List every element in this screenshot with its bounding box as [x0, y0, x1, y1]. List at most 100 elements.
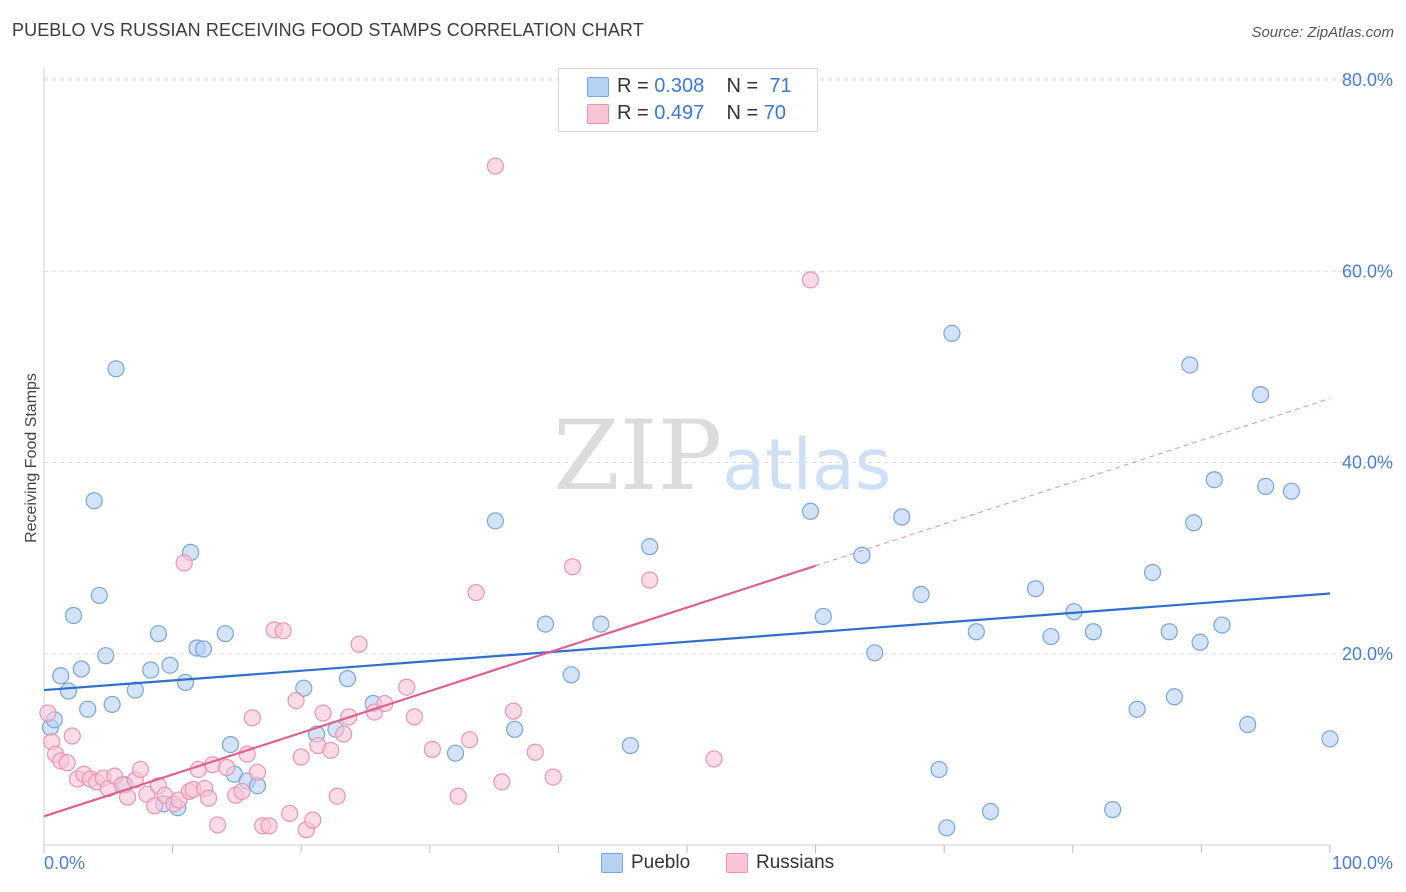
russians-trend-line — [43, 564, 816, 818]
pueblo-point — [1181, 356, 1199, 374]
russians-point — [526, 743, 544, 761]
russians-point — [486, 157, 504, 175]
russians-point — [801, 271, 820, 289]
pueblo-point — [1160, 623, 1178, 641]
russians-point — [243, 709, 261, 727]
y-tick-label: 80.0% — [1342, 70, 1393, 90]
russians-point — [467, 583, 485, 602]
pueblo-point — [1165, 688, 1183, 706]
russians-point — [461, 731, 479, 749]
pueblo-point — [1042, 627, 1060, 646]
bottom-legend-swatch-russians — [726, 853, 748, 873]
russians-trend-extension — [815, 397, 1331, 567]
pueblo-trend-line — [43, 592, 1331, 692]
pueblo-point — [967, 623, 985, 641]
pueblo-point — [161, 656, 179, 674]
pueblo-point — [72, 660, 90, 678]
pueblo-point — [641, 538, 659, 556]
russians-point — [449, 787, 467, 805]
bottom-legend-label-russians: Russians — [756, 852, 835, 873]
x-tick-label: 0.0% — [44, 853, 85, 873]
pueblo-point — [1084, 623, 1102, 641]
watermark-atlas: atlas — [722, 424, 892, 506]
pueblo-point — [536, 615, 555, 633]
russians-point — [281, 804, 299, 823]
russians-points — [39, 157, 820, 839]
russians-point — [335, 725, 353, 743]
chart-title: PUEBLO VS RUSSIAN RECEIVING FOOD STAMPS … — [12, 20, 644, 40]
russians-point — [405, 708, 423, 726]
y-axis-label: Receiving Food Stamps — [23, 373, 40, 543]
legend-n-value: 70 — [763, 102, 787, 124]
pueblo-point — [562, 666, 580, 684]
pueblo-point — [149, 625, 168, 643]
pueblo-point — [943, 324, 961, 343]
pueblo-point — [142, 661, 160, 679]
legend-swatch-russians — [587, 104, 609, 124]
legend-r-label: R = — [617, 102, 655, 124]
russians-point — [287, 692, 305, 710]
pueblo-point — [621, 736, 640, 755]
russians-point — [63, 727, 81, 745]
pueblo-point — [930, 760, 948, 779]
legend: R = 0.308 N = 71 R = 0.497 N = 70 — [558, 68, 818, 132]
pueblo-point — [893, 508, 911, 526]
y-tick-label: 40.0% — [1342, 453, 1393, 473]
pueblo-point — [981, 802, 1000, 821]
pueblo-point — [486, 512, 504, 530]
legend-swatch-pueblo — [587, 77, 609, 97]
russians-point — [504, 702, 522, 720]
pueblo-point — [506, 720, 524, 738]
russians-point — [260, 817, 278, 835]
russians-point — [304, 811, 322, 829]
russians-point — [328, 787, 346, 805]
pueblo-point — [59, 682, 78, 700]
russians-point — [563, 558, 582, 576]
pueblo-point — [592, 615, 610, 633]
y-tick-label: 20.0% — [1342, 644, 1393, 664]
legend-n-label: N = — [726, 102, 764, 124]
pueblo-point — [1321, 730, 1339, 748]
pueblo-point — [1104, 801, 1122, 819]
pueblo-point — [1251, 386, 1270, 404]
pueblo-point — [801, 502, 820, 520]
pueblo-point — [1143, 563, 1162, 582]
source-label: Source: ZipAtlas.com — [1251, 24, 1394, 41]
trend-lines — [43, 397, 1331, 818]
pueblo-point — [216, 625, 234, 643]
pueblo-point — [295, 679, 313, 697]
russians-point — [493, 773, 511, 791]
russians-point — [314, 704, 332, 722]
pueblo-points — [41, 324, 1339, 837]
pueblo-point — [221, 735, 240, 754]
pueblo-point — [97, 647, 115, 665]
russians-point — [274, 622, 292, 640]
russians-point — [641, 571, 659, 589]
pueblo-point — [1026, 580, 1045, 598]
pueblo-point — [338, 670, 357, 688]
x-tick-label: 100.0% — [1332, 853, 1393, 873]
pueblo-point — [1191, 633, 1209, 651]
russians-point — [248, 763, 267, 781]
russians-point — [131, 760, 150, 779]
pueblo-point — [866, 644, 884, 662]
pueblo-point — [176, 673, 195, 692]
pueblo-point — [1282, 482, 1301, 500]
legend-label-russians: R = 0.497 N = 70 — [617, 102, 786, 125]
russians-point — [322, 741, 340, 759]
y-tick-label: 60.0% — [1342, 261, 1393, 281]
pueblo-point — [103, 695, 121, 714]
pueblo-point — [64, 606, 83, 625]
watermark: ZIPatlas — [553, 400, 891, 512]
pueblo-point — [1205, 471, 1223, 489]
russians-point — [544, 768, 562, 786]
pueblo-point — [1213, 616, 1231, 634]
legend-r-value: 0.497 — [654, 102, 705, 124]
russians-point — [350, 635, 368, 653]
russians-point — [398, 678, 416, 696]
legend-r-label: R = — [617, 75, 655, 97]
pueblo-point — [107, 360, 125, 378]
russians-point — [200, 789, 218, 807]
pueblo-point — [1257, 477, 1275, 496]
